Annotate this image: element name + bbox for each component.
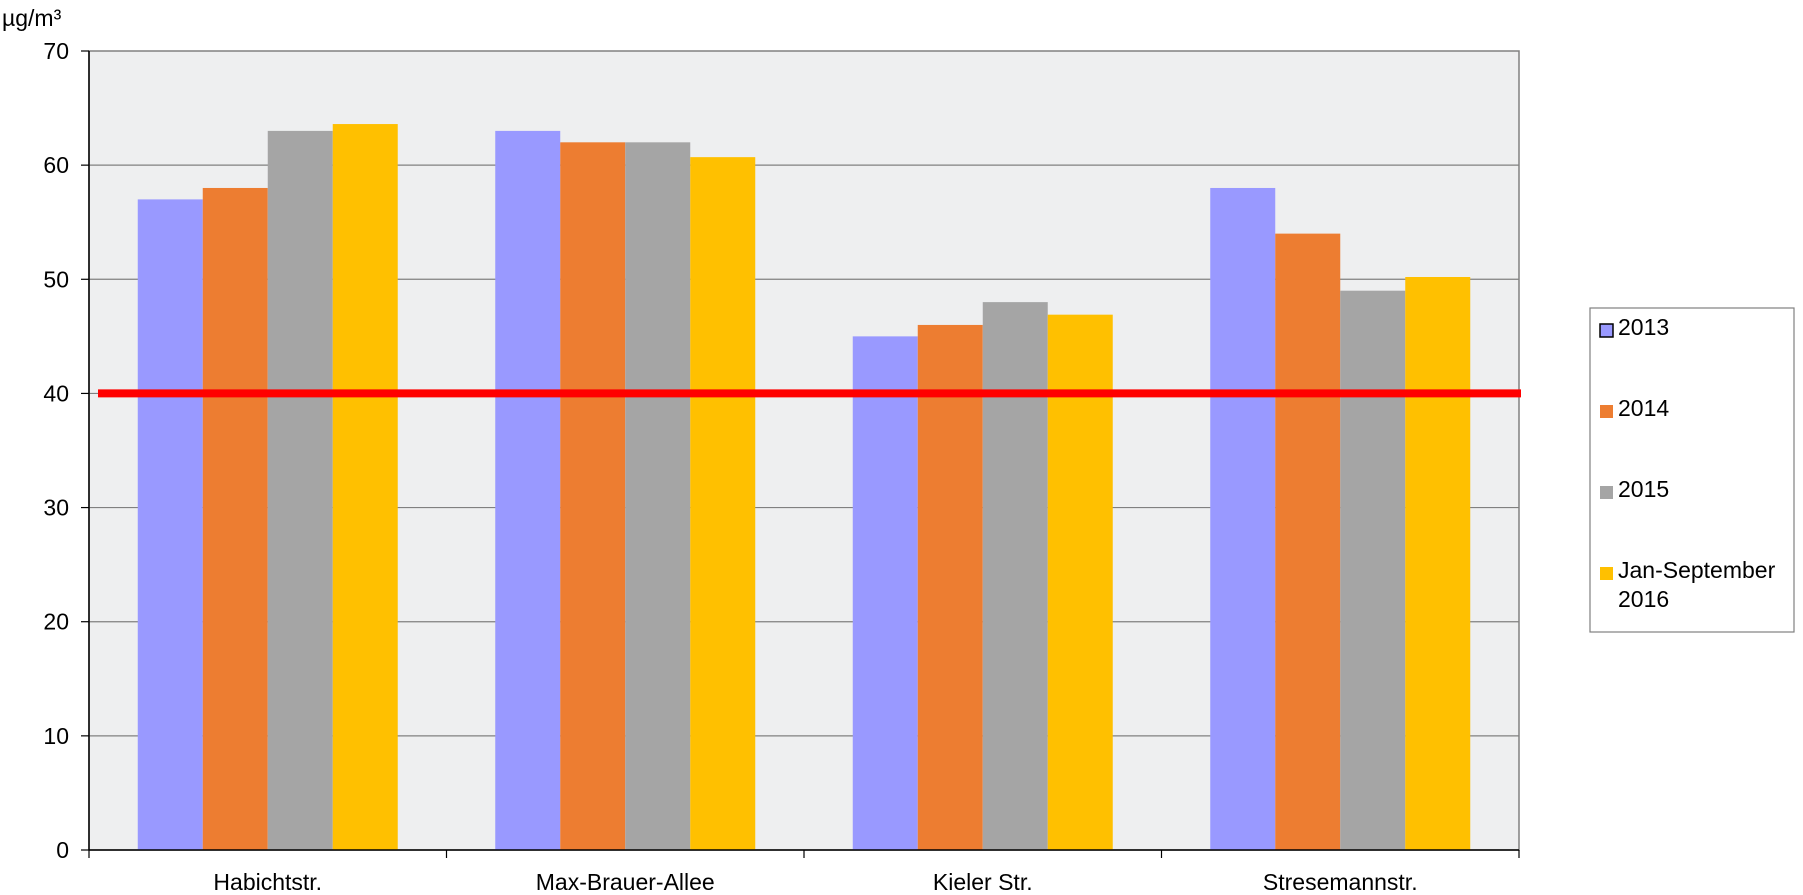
x-category-label: Habichtstr.	[213, 869, 322, 895]
bar-2014-habichtstr	[202, 187, 268, 850]
legend-swatch	[1599, 323, 1614, 338]
bar-2015-habichtstr	[267, 130, 333, 850]
bar-2014-max-brauer-allee	[560, 142, 626, 851]
y-tick-label: 50	[43, 266, 69, 292]
bar-2014-stresemannstr	[1275, 233, 1341, 851]
bar-2013-stresemannstr	[1210, 187, 1276, 850]
bar-2015-stresemannstr	[1340, 290, 1406, 850]
legend-label: Jan-September	[1618, 557, 1776, 583]
bar-2013-habichtstr	[137, 199, 203, 850]
x-category-label: Kieler Str.	[933, 869, 1033, 895]
bar-jan-september-2016-kieler-str	[1047, 314, 1113, 850]
legend-box	[1589, 307, 1795, 633]
legend-label: 2013	[1618, 314, 1669, 340]
x-category-label: Max-Brauer-Allee	[536, 869, 715, 895]
y-tick-label: 30	[43, 495, 69, 521]
y-tick-label: 60	[43, 152, 69, 178]
y-tick-label: 40	[43, 380, 69, 406]
y-tick-label: 0	[56, 837, 69, 863]
bar-jan-september-2016-stresemannstr	[1405, 277, 1471, 850]
y-tick-label: 70	[43, 38, 69, 64]
bar-jan-september-2016-max-brauer-allee	[690, 157, 756, 851]
y-tick-label: 10	[43, 723, 69, 749]
x-axis: Habichtstr. Max-Brauer-Allee Kieler Str. St…	[88, 849, 1520, 895]
legend: 2013 2014 2015 Jan-September 2016	[1589, 307, 1795, 633]
legend-swatch	[1600, 567, 1613, 580]
legend-label: 2015	[1618, 476, 1669, 502]
y-axis: 0 10 20 30 40 50 60 70	[43, 38, 90, 863]
bar-2015-max-brauer-allee	[625, 142, 691, 851]
y-tick-label: 20	[43, 609, 69, 635]
bar-jan-september-2016-habichtstr	[332, 124, 398, 850]
x-category-label: Stresemannstr.	[1263, 869, 1418, 895]
legend-swatch	[1600, 405, 1613, 418]
bar-2013-kieler-str	[852, 336, 918, 850]
bar-2014-kieler-str	[917, 324, 983, 850]
y-axis-unit-label: µg/m³	[2, 5, 62, 31]
bars-group	[137, 124, 1471, 851]
bar-2013-max-brauer-allee	[495, 130, 561, 850]
legend-label: 2014	[1618, 395, 1669, 421]
bar-2015-kieler-str	[982, 302, 1048, 851]
legend-swatch	[1600, 486, 1613, 499]
legend-label: 2016	[1618, 586, 1669, 612]
